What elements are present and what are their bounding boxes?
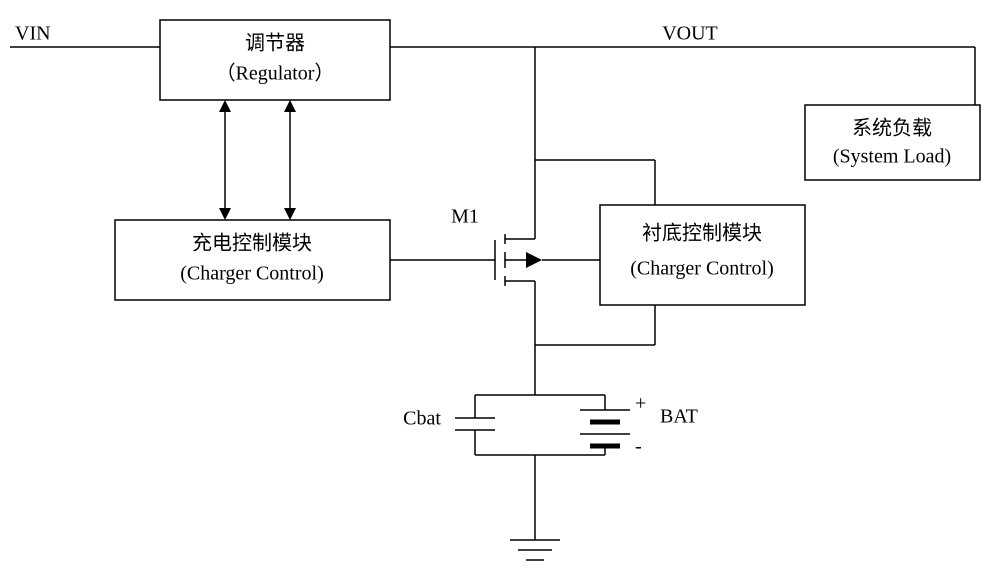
bat-label: BAT <box>660 406 698 428</box>
cbat-label: Cbat <box>403 408 441 430</box>
regulator-en: （Regulator） <box>216 62 335 85</box>
charger-control-zh: 充电控制模块 <box>192 232 312 255</box>
bat-plus: + <box>635 393 646 415</box>
substrate-control-block <box>600 205 805 305</box>
ground-symbol <box>510 540 560 560</box>
substrate-control-zh: 衬底控制模块 <box>642 222 762 245</box>
m1-label: M1 <box>451 206 479 228</box>
substrate-control-en: (Charger Control) <box>630 258 774 280</box>
vin-label: VIN <box>15 23 51 45</box>
bat-minus: - <box>635 436 642 458</box>
battery-bat <box>580 395 630 455</box>
capacitor-cbat <box>455 395 495 455</box>
system-load-zh: 系统负载 <box>852 117 932 140</box>
vout-label: VOUT <box>662 23 718 45</box>
system-load-block <box>805 105 980 180</box>
regulator-zh: 调节器 <box>245 32 305 55</box>
arrow-reg-cc-left <box>219 100 231 220</box>
system-load-en: (System Load) <box>833 146 951 168</box>
arrow-reg-cc-right <box>284 100 296 220</box>
mosfet-m1 <box>495 160 542 286</box>
charger-control-en: (Charger Control) <box>180 263 324 285</box>
